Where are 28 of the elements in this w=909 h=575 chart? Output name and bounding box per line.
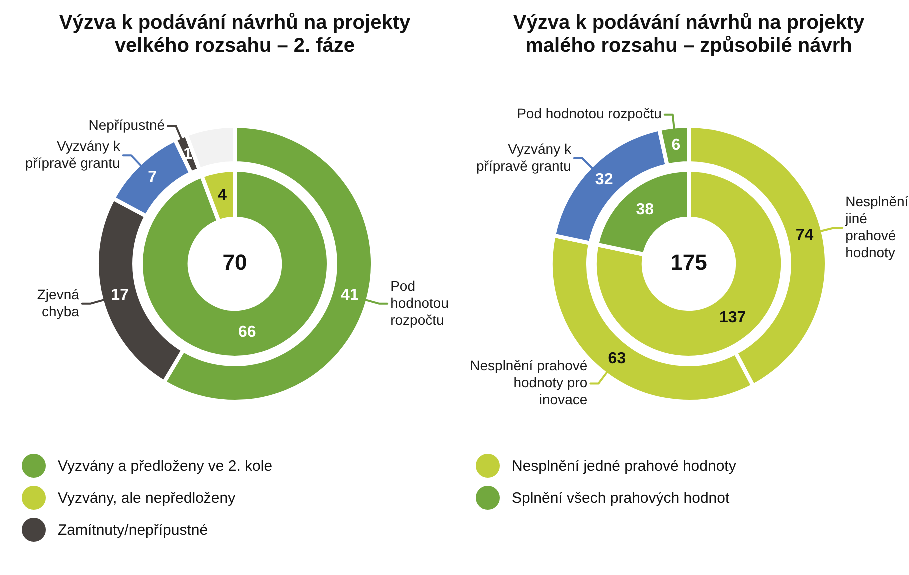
data-label: 6 [672, 136, 681, 154]
legend-label: Nesplnění jedné prahové hodnoty [512, 458, 736, 474]
slice-label: Nesplnění prahové hodnoty pro inovace [470, 358, 588, 408]
data-label: 137 [720, 309, 746, 326]
slice-label: Nesplnění jiné prahové hodnoty [844, 193, 909, 260]
slice-label: Vyzvány k přípravě grantu [476, 140, 572, 174]
data-label: 63 [608, 350, 626, 368]
slice-label: Zjevná chyba [37, 286, 80, 320]
legend-label: Vyzvány a předloženy ve 2. kole [58, 458, 273, 474]
data-label: 7 [148, 169, 158, 186]
chart-title: Výzva k podávání návrhů na projekty velkého rozsahu – 2. fáze [58, 12, 412, 59]
legend-label: Splnění všech prahových hodnot [512, 490, 730, 506]
slice-label: Nepřípustné [88, 116, 166, 133]
slice-label: Vyzvány k přípravě grantu [25, 138, 122, 171]
data-label: 4 [218, 186, 228, 204]
text: Zamítnuty/nepřípustné [58, 522, 208, 538]
text: 70 [222, 250, 248, 276]
data-label: 74 [796, 226, 814, 244]
slice-label: Pod hodnotou rozpočtu [390, 278, 449, 328]
data-label: 17 [111, 287, 130, 304]
data-label: 66 [238, 324, 256, 341]
text: 175 [670, 250, 708, 276]
legend-label: Vyzvány, ale nepředloženy [58, 490, 236, 506]
slice-label: Pod hodnotou rozpočtu [517, 106, 662, 122]
data-label: 41 [341, 287, 359, 304]
data-label: 32 [595, 171, 614, 188]
chart-title: Výzva k podávání návrhů na projekty malého rozsahu – způsobilé návrh [512, 12, 866, 59]
data-label: 38 [636, 201, 654, 218]
